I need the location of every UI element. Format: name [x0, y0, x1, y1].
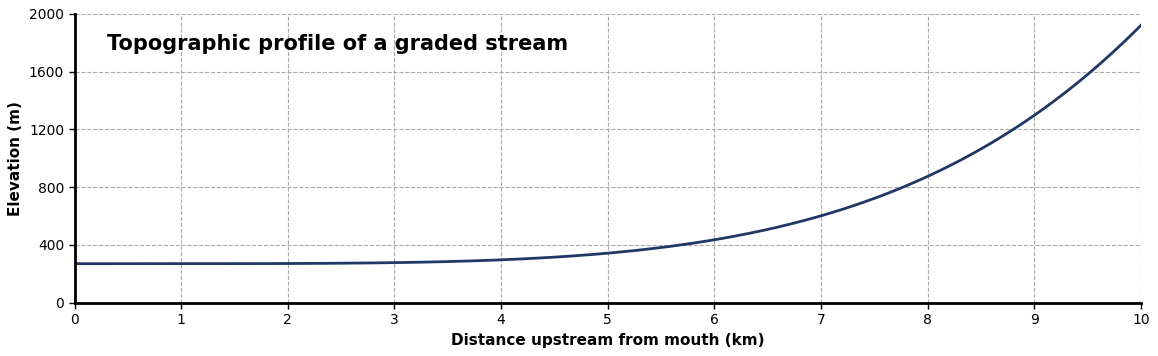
Y-axis label: Elevation (m): Elevation (m) — [8, 101, 23, 216]
Text: Topographic profile of a graded stream: Topographic profile of a graded stream — [107, 34, 567, 54]
X-axis label: Distance upstream from mouth (km): Distance upstream from mouth (km) — [450, 333, 764, 348]
